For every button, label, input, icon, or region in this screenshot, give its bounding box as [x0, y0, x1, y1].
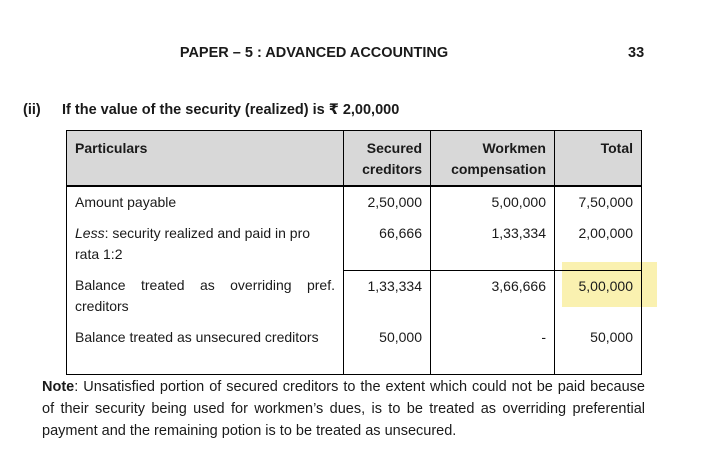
cell-particulars: Less: security realized and paid in pro … [66, 218, 344, 270]
table-header-row: Particulars Secured creditors Workmen co… [66, 130, 642, 187]
cell-secured: 66,666 [343, 218, 431, 270]
cell-particulars: Amount payable [66, 186, 344, 218]
table-row-balance-overriding-pref: Balance treated as overriding pref. cred… [66, 269, 642, 322]
column-header-total: Total [554, 130, 642, 187]
cell-secured: 50,000 [343, 322, 431, 375]
cell-particulars: Balance treated as overriding pref. cred… [66, 270, 344, 322]
cell-workmen: - [430, 322, 555, 375]
column-header-workmen-compensation: Workmen compensation [430, 130, 555, 187]
page-title: PAPER – 5 : ADVANCED ACCOUNTING [179, 45, 449, 61]
column-header-secured-creditors: Secured creditors [343, 130, 431, 187]
creditors-table: Particulars Secured creditors Workmen co… [66, 130, 642, 375]
column-header-particulars: Particulars [66, 130, 344, 187]
table-row-balance-unsecured: Balance treated as unsecured creditors 5… [66, 322, 642, 375]
cell-particulars: Balance treated as unsecured creditors [66, 322, 344, 375]
cell-workmen: 3,66,666 [430, 269, 555, 322]
table-row-less-security-realized: Less: security realized and paid in pro … [66, 218, 642, 270]
cell-total-highlighted: 5,00,000 [554, 269, 642, 322]
cell-total: 2,00,000 [554, 218, 642, 270]
less-label: Less [75, 225, 105, 241]
page-number: 33 [628, 45, 645, 61]
section-title: If the value of the security (realized) … [62, 102, 400, 118]
cell-total: 50,000 [554, 322, 642, 375]
cell-workmen: 1,33,334 [430, 218, 555, 270]
note-paragraph: Note: Unsatisfied portion of secured cre… [42, 376, 645, 442]
section-heading: (ii) If the value of the security (realiz… [23, 102, 399, 118]
table-row-amount-payable: Amount payable 2,50,000 5,00,000 7,50,00… [66, 186, 642, 218]
section-marker: (ii) [23, 102, 41, 118]
cell-secured: 2,50,000 [343, 186, 431, 218]
cell-workmen: 5,00,000 [430, 186, 555, 218]
cell-total: 7,50,000 [554, 186, 642, 218]
cell-secured: 1,33,334 [343, 269, 431, 322]
note-text: : Unsatisfied portion of secured credito… [42, 379, 645, 439]
note-label: Note [42, 379, 75, 395]
less-rest: : security realized and paid in pro rata… [75, 225, 311, 262]
